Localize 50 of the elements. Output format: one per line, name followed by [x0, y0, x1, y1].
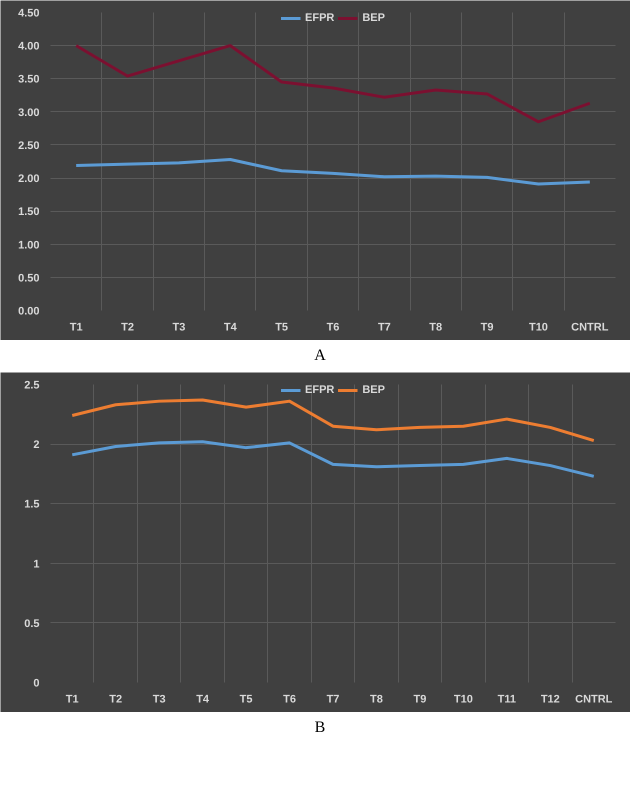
- x-tick-label: T2: [121, 322, 134, 334]
- x-tick-label: T7: [378, 322, 391, 334]
- y-tick-label: 1.50: [18, 206, 40, 218]
- x-tick-label: T1: [70, 322, 83, 334]
- x-tick-label: T3: [172, 322, 186, 334]
- x-tick-label: T7: [326, 694, 340, 706]
- x-tick-label: T8: [429, 322, 442, 334]
- y-tick-label: 0.50: [18, 272, 40, 284]
- x-tick-label: T8: [370, 694, 383, 706]
- x-tick-label: T5: [275, 322, 288, 334]
- y-tick-label: 3.00: [18, 106, 40, 119]
- x-tick-label: T4: [196, 694, 210, 706]
- y-tick-label: 1.5: [24, 498, 40, 511]
- x-tick-label: T2: [109, 694, 122, 706]
- y-tick-label: 2.50: [18, 140, 40, 152]
- x-tick-label: T9: [414, 694, 426, 706]
- y-tick-label: 0: [33, 678, 40, 690]
- y-tick-label: 2: [33, 439, 40, 452]
- x-tick-label: T12: [540, 694, 560, 706]
- line-series: [70, 398, 596, 442]
- legend-label: EFPR: [305, 384, 334, 396]
- x-tick-label: CNTRL: [571, 322, 609, 334]
- y-tick-label: 1.00: [18, 239, 40, 252]
- y-tick-label: 3.50: [18, 74, 40, 86]
- y-tick-label: 2.5: [24, 380, 40, 392]
- y-tick-label: 0.5: [24, 618, 40, 630]
- y-tick-label: 2.00: [18, 173, 40, 186]
- y-tick-label: 4.50: [18, 8, 40, 20]
- x-tick-label: T5: [240, 694, 252, 706]
- x-tick-label: T1: [66, 694, 79, 706]
- line-series: [74, 158, 592, 186]
- x-tick-label: T9: [480, 322, 494, 334]
- line-series: [70, 440, 596, 478]
- line-series: [74, 44, 592, 124]
- x-tick-label: T3: [152, 694, 166, 706]
- legend-label: EFPR: [305, 12, 334, 24]
- y-tick-label: 0.00: [18, 306, 40, 318]
- text: A: [313, 346, 327, 366]
- text: B: [314, 718, 326, 738]
- y-tick-label: 4.00: [18, 40, 40, 53]
- y-tick-label: 1: [33, 558, 40, 570]
- x-tick-label: T4: [224, 322, 238, 334]
- x-tick-label: T6: [283, 694, 296, 706]
- x-tick-label: T11: [498, 694, 516, 706]
- x-tick-label: T6: [326, 322, 340, 334]
- x-tick-label: T10: [528, 322, 548, 334]
- legend-label: BEP: [362, 12, 385, 24]
- legend-label: BEP: [362, 384, 385, 396]
- x-tick-label: T10: [454, 694, 473, 706]
- x-tick-label: CNTRL: [575, 694, 613, 706]
